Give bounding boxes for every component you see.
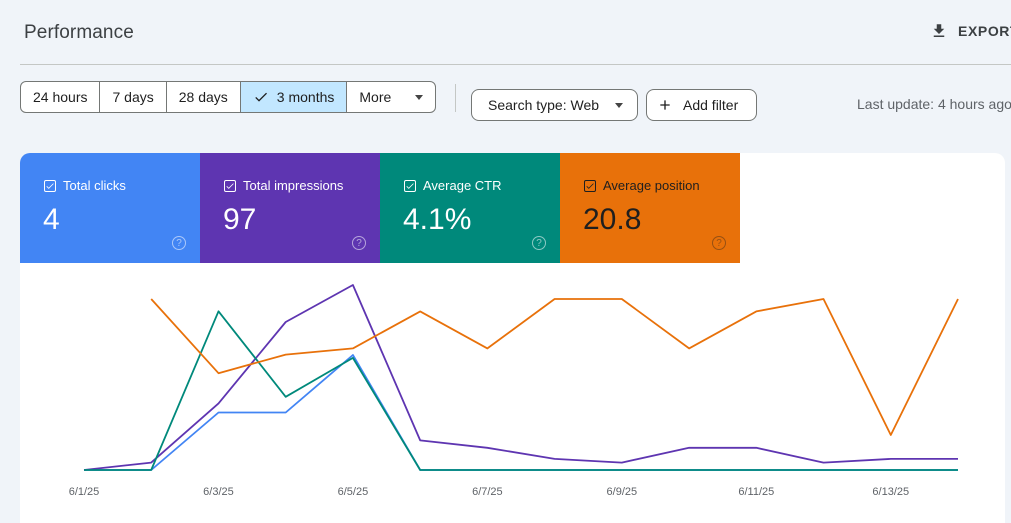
checkbox-checked-icon[interactable] — [584, 179, 596, 192]
help-icon[interactable]: ? — [532, 236, 546, 250]
x-tick-label: 6/11/25 — [738, 486, 774, 498]
search-type-label: Search type: Web — [488, 97, 600, 113]
metric-label: Total clicks — [63, 178, 126, 193]
performance-chart: 6/1/25 6/3/25 6/5/25 6/7/25 6/9/25 6/11/25 6/1… — [69, 284, 959, 498]
metric-label: Total impressions — [243, 178, 344, 193]
checkbox-checked-icon[interactable] — [224, 179, 236, 192]
series-line-total-impressions — [83, 284, 958, 471]
metric-value: 20.8 — [583, 203, 642, 236]
range-label: 7 days — [112, 89, 154, 105]
checkbox-checked-icon[interactable] — [44, 179, 56, 192]
range-option-more[interactable]: More — [347, 82, 435, 112]
metric-label-row: Average CTR — [404, 178, 502, 193]
range-option-24-hours[interactable]: 24 hours — [21, 82, 101, 112]
add-filter-button[interactable]: Add filter — [646, 89, 757, 121]
x-tick-label: 6/5/25 — [338, 486, 369, 498]
x-tick-label: 6/9/25 — [607, 486, 638, 498]
dropdown-caret-icon — [615, 102, 624, 108]
metric-label: Average CTR — [423, 178, 502, 193]
metric-tile-average-position[interactable]: Average position 20.8 ? — [560, 153, 740, 263]
checkbox-checked-icon[interactable] — [404, 179, 416, 192]
export-button[interactable]: EXPORT — [930, 22, 1011, 40]
metric-value: 4.1% — [403, 203, 472, 236]
x-tick-label: 6/13/25 — [872, 486, 909, 498]
metric-value: 97 — [223, 203, 257, 236]
metric-tile-average-ctr[interactable]: Average CTR 4.1% ? — [380, 153, 560, 263]
page-title: Performance — [24, 22, 134, 43]
performance-card: Total clicks 4 ? Total impressions 97 ? … — [20, 153, 1005, 523]
help-icon[interactable]: ? — [352, 236, 366, 250]
metric-label-row: Total clicks — [44, 178, 126, 193]
range-label: 28 days — [178, 89, 228, 105]
metric-tiles: Total clicks 4 ? Total impressions 97 ? … — [20, 153, 740, 263]
help-icon[interactable]: ? — [172, 236, 186, 250]
x-tick-label: 6/3/25 — [203, 486, 234, 498]
range-option-3-months[interactable]: 3 months — [240, 82, 348, 112]
range-option-28-days[interactable]: 28 days — [167, 82, 241, 112]
help-icon[interactable]: ? — [712, 236, 726, 250]
search-type-dropdown[interactable]: Search type: Web — [471, 89, 638, 121]
metric-label: Average position — [603, 178, 700, 193]
range-label: 24 hours — [33, 89, 88, 105]
series-line-average-ctr — [84, 310, 958, 471]
range-label: 3 months — [276, 89, 335, 105]
metric-label-row: Average position — [584, 178, 700, 193]
check-icon — [255, 92, 267, 102]
dropdown-caret-icon — [415, 94, 424, 100]
range-option-7-days[interactable]: 7 days — [100, 82, 167, 112]
header-divider — [20, 64, 1011, 65]
export-label: EXPORT — [958, 23, 1011, 39]
plus-icon — [660, 100, 670, 110]
metric-label-row: Total impressions — [224, 178, 343, 193]
date-range-selector: 24 hours 7 days 28 days 3 months More — [20, 81, 437, 113]
metric-value: 4 — [43, 203, 60, 236]
metric-tile-total-impressions[interactable]: Total impressions 97 ? — [200, 153, 380, 263]
toolbar-divider — [455, 84, 456, 112]
download-icon — [933, 24, 945, 37]
series-line-average-position — [150, 298, 959, 436]
x-tick-label: 6/1/25 — [69, 486, 100, 498]
metric-tile-total-clicks[interactable]: Total clicks 4 ? — [20, 153, 200, 263]
range-label: More — [359, 89, 392, 105]
last-update-text: Last update: 4 hours ago — [857, 96, 1011, 112]
x-tick-label: 6/7/25 — [472, 486, 503, 498]
add-filter-label: Add filter — [683, 97, 739, 113]
